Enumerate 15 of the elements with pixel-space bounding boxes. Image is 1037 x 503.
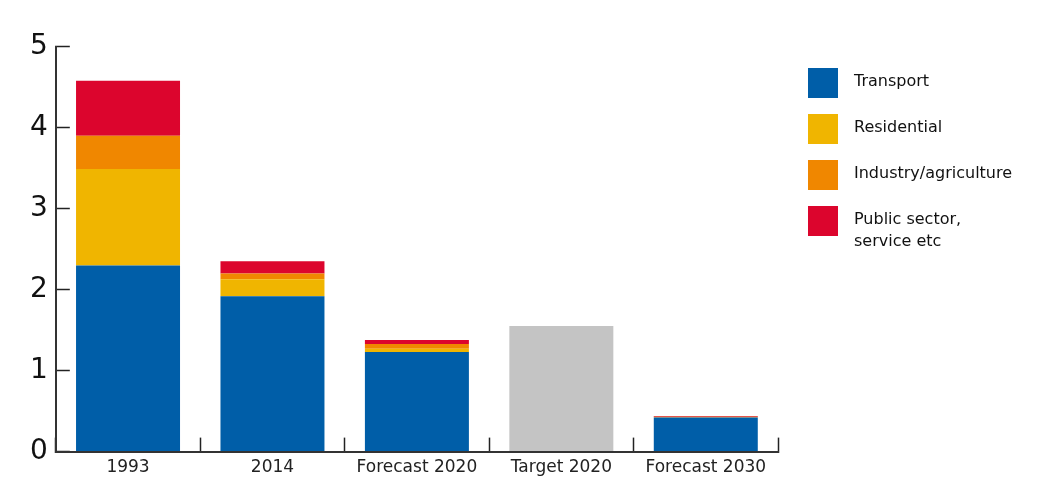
y-tick-label: 2	[29, 270, 48, 304]
legend-label: Residential	[854, 116, 944, 138]
y-tick-label: 0	[29, 432, 48, 466]
x-tick-label: 1993	[106, 456, 150, 477]
x-tick-label: Target 2020	[509, 456, 612, 477]
legend-label: Industry/agriculture	[854, 162, 1013, 184]
legend-label: Public sector, service etc	[854, 208, 963, 252]
y-tick-label: 5	[29, 28, 48, 62]
y-tick-label: 3	[29, 190, 48, 223]
x-tick-label: Forecast 2020	[356, 456, 478, 477]
y-tick-label: 1	[29, 351, 48, 385]
legend-label: Transport	[854, 70, 931, 92]
x-tick-label: Forecast 2030	[645, 456, 767, 477]
y-tick-label: 4	[29, 109, 48, 143]
x-tick-label: 2014	[250, 456, 295, 477]
